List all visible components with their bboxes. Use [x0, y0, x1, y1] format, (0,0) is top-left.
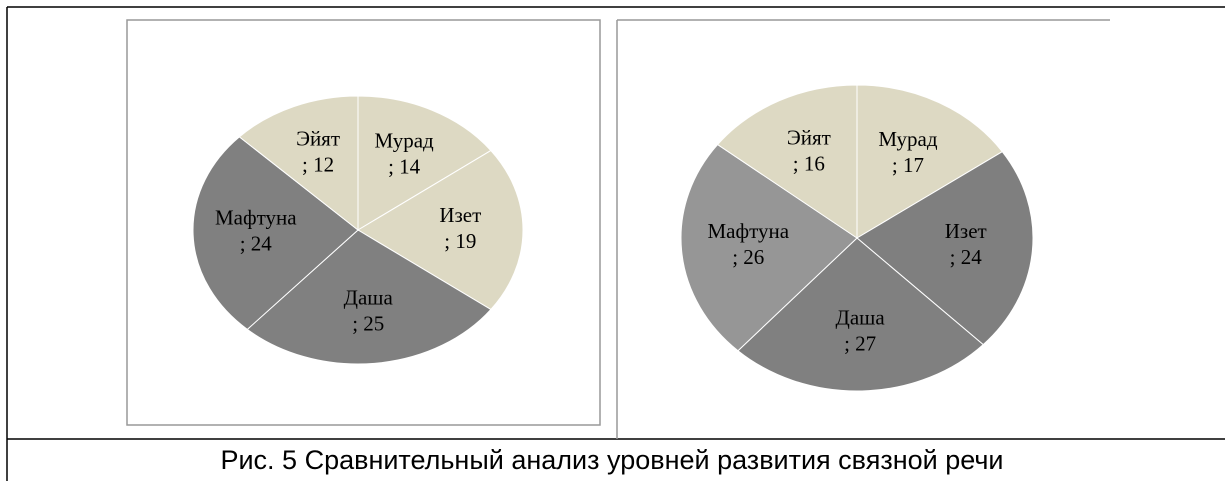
pie-slice — [716, 84, 858, 239]
slice-label: Мафтуна — [215, 206, 297, 230]
pie-slice — [246, 229, 492, 365]
chart-frame — [126, 19, 601, 426]
slice-label: Изет — [945, 219, 987, 243]
pie-slice — [357, 149, 524, 311]
slice-value-label: ; 24 — [240, 232, 273, 256]
slice-value-label: ; 12 — [302, 152, 334, 176]
slice-label: Эйят — [296, 126, 340, 150]
slice-label: Мурад — [375, 129, 434, 153]
pie-slice — [856, 150, 1034, 346]
pie-slice — [357, 95, 492, 231]
slice-value-label: ; 24 — [950, 245, 983, 269]
pie-slice — [680, 143, 858, 352]
slice-value-label: ; 17 — [892, 153, 924, 177]
pie-slice — [192, 136, 359, 331]
slice-label: Эйят — [787, 126, 831, 150]
slice-label: Мафтуна — [707, 219, 789, 243]
slice-label: Даша — [836, 306, 886, 330]
slice-label: Мурад — [878, 127, 937, 151]
slice-value-label: ; 19 — [444, 229, 476, 253]
slice-label: Даша — [344, 285, 394, 309]
slice-value-label: ; 26 — [732, 245, 764, 269]
slice-label: Изет — [439, 203, 481, 227]
slice-value-label: ; 25 — [352, 311, 384, 335]
pie-slice — [238, 95, 359, 232]
slice-value-label: ; 27 — [844, 332, 876, 356]
caption: Рис. 5 Сравнительный анализ уровней разв… — [220, 445, 1003, 475]
slice-value-label: ; 14 — [388, 155, 421, 179]
slice-value-label: ; 16 — [793, 152, 825, 176]
pie-slice — [737, 237, 984, 392]
pie-slice — [856, 84, 1004, 239]
